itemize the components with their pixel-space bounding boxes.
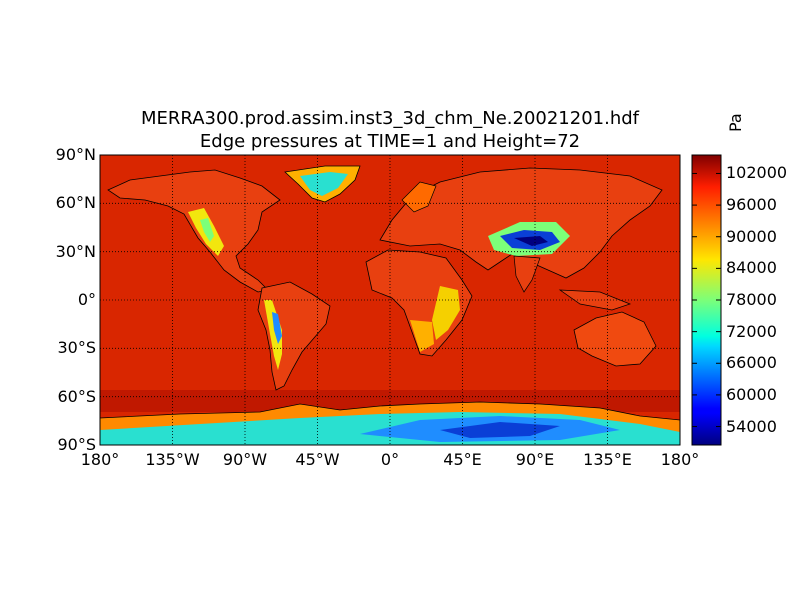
colorbar-ticks [692,172,721,428]
longitude-label: 90°W [222,450,268,469]
east-africa-highlands [432,286,460,340]
latitude-label: 60°N [55,193,96,213]
colorbar-tick-label: 90000 [726,226,777,246]
longitude-label: 90°E [515,450,555,469]
andes-core [272,312,282,344]
longitude-label: 180° [80,450,120,469]
colorbar-tick-label: 60000 [726,384,777,404]
tibetan-plateau-core [514,236,548,246]
australia-landmass [573,311,657,367]
map-frame [99,154,681,446]
india-landmass [513,255,541,293]
antarctic-plateau-core [440,422,560,438]
latitude-label: 60°S [57,386,96,406]
colorbar-tick-label: 66000 [726,353,777,373]
longitude-label: 0° [380,450,400,469]
map-title-line-1: MERRA300.prod.assim.inst3_3d_chm_Ne.2002… [141,108,639,129]
greenland-ice-plateau [300,172,348,196]
colorbar-tick-label: 78000 [726,290,777,309]
colorbar-tick-label: 54000 [726,416,777,436]
southern-africa-highlands [410,320,434,352]
latitude-label: 30°S [57,338,96,358]
colorbar-tick-label: 84000 [726,258,777,278]
map-gridlines [100,155,680,445]
latitude-label: 90°S [57,435,96,454]
longitude-label: 135°E [583,450,632,469]
scandinavia-landmass [401,181,437,213]
longitude-label: 180° [660,450,700,469]
longitude-label: 45°W [295,450,340,469]
rocky-mountains-core [200,218,214,242]
colorbar-tick-label: 96000 [726,195,777,215]
longitude-label: 45°E [443,450,482,469]
colorbar-unit-label: Pa [726,113,745,132]
colorbar-tick-label: 102000 [726,163,788,183]
map-title-line-2: Edge pressures at TIME=1 and Height=72 [199,131,581,152]
latitude-label: 90°N [55,145,96,164]
longitude-label: 135°W [145,450,200,469]
colorbar-tick-label: 72000 [726,321,777,341]
latitude-label: 30°N [55,241,96,261]
north-america-landmass [107,169,281,293]
latitude-label: 0° [77,290,96,309]
